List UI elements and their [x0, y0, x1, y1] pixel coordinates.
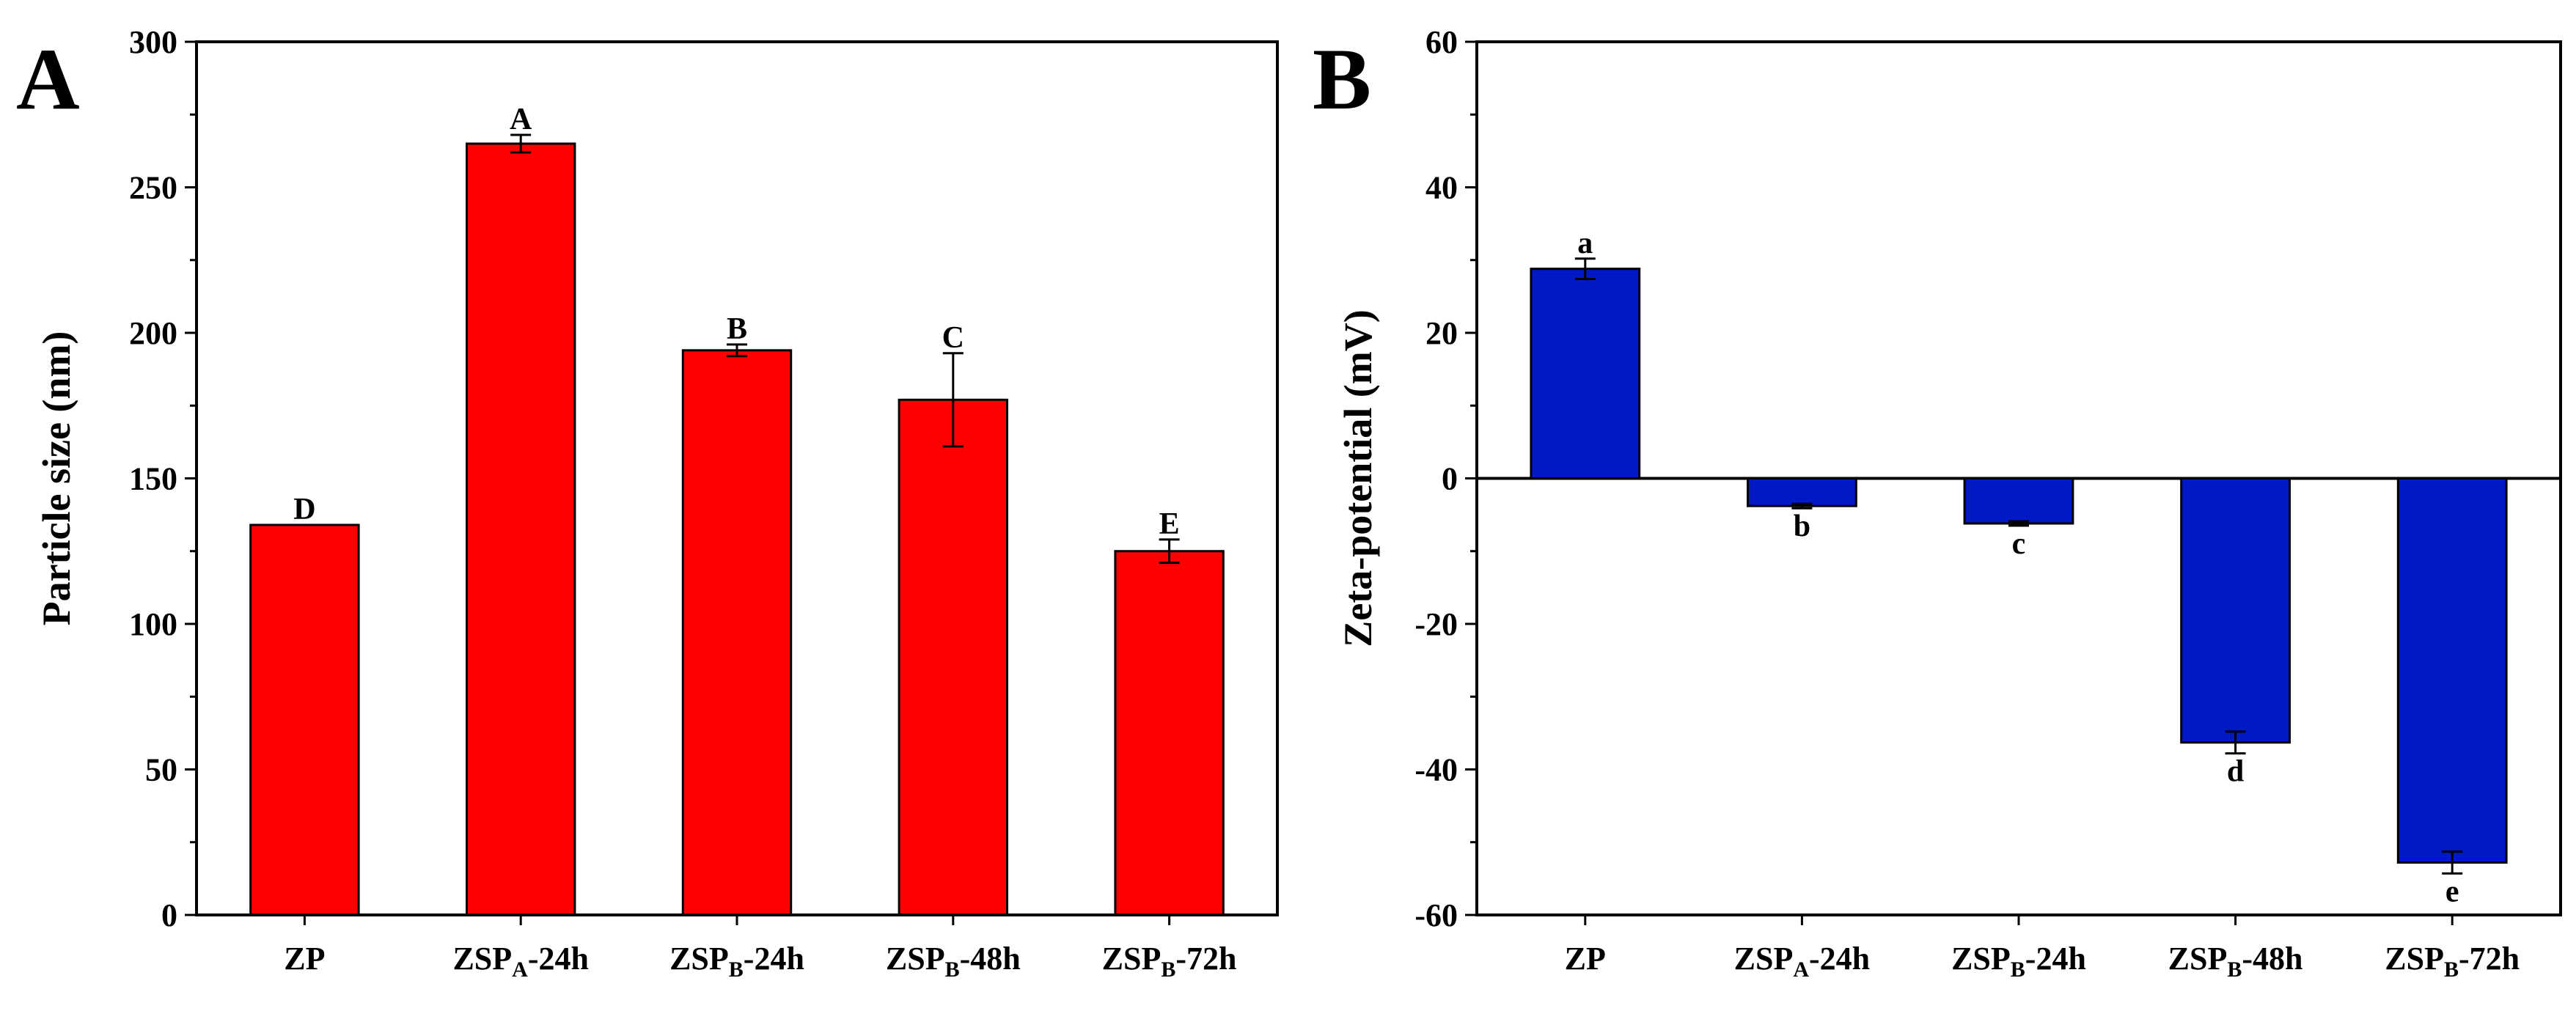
- category-label: ZSPA-24h: [452, 941, 589, 982]
- plot-frame: [195, 40, 1279, 916]
- significance-label: b: [1794, 510, 1810, 543]
- bar: [466, 142, 576, 916]
- bar: [1747, 477, 1857, 507]
- significance-label: a: [1577, 227, 1593, 260]
- panel-b: Ba ZP b ZSPA-24h c ZSPB-24h d ZSPB-48h e ZSPB-72h…: [1313, 24, 2562, 982]
- significance-label: e: [2445, 875, 2459, 908]
- plot-frame: [1475, 40, 2562, 916]
- bar: [2180, 477, 2291, 744]
- significance-label: d: [2227, 755, 2244, 789]
- y-tick-label: 40: [1425, 170, 1458, 206]
- category-label: ZSPB-72h: [1102, 941, 1237, 982]
- bar: [249, 523, 360, 916]
- bar: [1530, 268, 1641, 479]
- significance-label: B: [727, 312, 747, 346]
- y-tick-label: 50: [145, 752, 177, 788]
- bar: [898, 398, 1008, 916]
- category-label: ZSPB-48h: [2168, 941, 2303, 982]
- y-tick-label: -40: [1414, 752, 1458, 788]
- bar: [2396, 477, 2508, 864]
- significance-label: E: [1159, 507, 1180, 541]
- category-label: ZSPA-24h: [1734, 941, 1871, 982]
- y-axis-title: Particle size (nm): [34, 331, 78, 626]
- panel-a: A D ZP A ZSPA-24h B ZSPB-24h C ZSPB-48h E ZSPB-72h…: [16, 24, 1279, 982]
- y-tick-label: 150: [129, 461, 177, 497]
- bar: [1963, 477, 2074, 525]
- panel-letter: A: [16, 30, 80, 128]
- bar: [681, 349, 793, 916]
- y-tick-label: 200: [129, 315, 177, 351]
- y-tick-label: 250: [129, 170, 177, 206]
- y-tick-label: -20: [1414, 606, 1458, 642]
- category-label: ZSPB-24h: [669, 941, 804, 982]
- y-tick-label: 20: [1425, 315, 1458, 351]
- category-label: ZSPB-24h: [1951, 941, 2086, 982]
- significance-label: A: [510, 103, 532, 136]
- y-tick-label: 100: [129, 606, 177, 642]
- y-axis-title: Zeta-potential (mV): [1336, 309, 1380, 647]
- y-tick-label: 0: [1442, 461, 1458, 497]
- category-label: ZSPB-48h: [886, 941, 1021, 982]
- category-label: ZP: [1565, 941, 1606, 977]
- bar: [1114, 550, 1225, 916]
- significance-label: c: [2012, 527, 2026, 561]
- y-tick-label: -60: [1414, 897, 1458, 933]
- category-label: ZSPB-72h: [2385, 941, 2520, 982]
- y-tick-label: 0: [161, 897, 177, 933]
- panel-letter: B: [1313, 30, 1371, 128]
- significance-label: D: [293, 493, 315, 526]
- significance-label: C: [942, 321, 964, 355]
- category-label: ZP: [284, 941, 325, 977]
- y-tick-label: 60: [1425, 24, 1458, 60]
- y-tick-label: 300: [129, 24, 177, 60]
